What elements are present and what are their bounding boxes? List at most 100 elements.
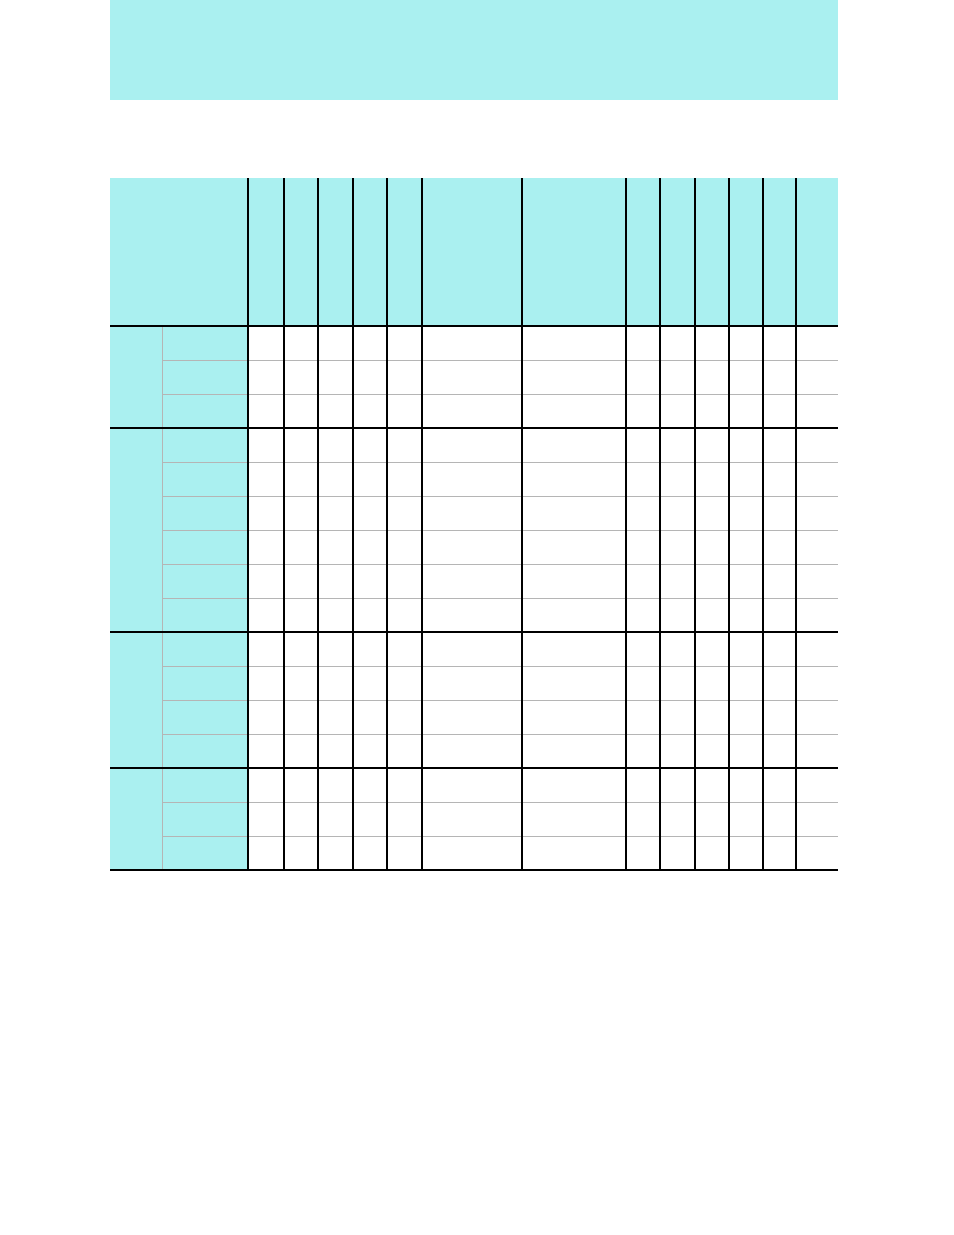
- table-cell: [626, 700, 661, 734]
- table-cell: [284, 530, 319, 564]
- table-cell: [248, 564, 284, 598]
- table-cell: [353, 768, 388, 802]
- table-row: [110, 734, 838, 768]
- table-cell: [522, 564, 626, 598]
- table-cell: [796, 734, 838, 768]
- table-cell: [162, 700, 248, 734]
- table-cell: [626, 530, 661, 564]
- table-cell: [796, 802, 838, 836]
- table-cell: [353, 360, 388, 394]
- table-header-cell: [284, 178, 319, 326]
- table-cell: [660, 496, 695, 530]
- table-cell: [626, 326, 661, 360]
- table-cell: [626, 462, 661, 496]
- table-cell: [387, 632, 422, 666]
- table-cell: [729, 530, 762, 564]
- table-cell: [284, 564, 319, 598]
- table-cell: [763, 632, 796, 666]
- table-cell: [729, 666, 762, 700]
- table-cell: [626, 496, 661, 530]
- table-cell: [626, 632, 661, 666]
- table-cell: [626, 802, 661, 836]
- table-cell: [695, 632, 730, 666]
- table-cell: [522, 360, 626, 394]
- table-row: [110, 700, 838, 734]
- table-header-cell: [626, 178, 661, 326]
- table-cell: [660, 530, 695, 564]
- table-cell: [522, 428, 626, 462]
- table-cell: [162, 802, 248, 836]
- table-cell: [318, 734, 353, 768]
- table-cell: [284, 428, 319, 462]
- table-cell: [763, 734, 796, 768]
- table-cell: [763, 700, 796, 734]
- table-cell: [660, 564, 695, 598]
- table-cell: [422, 564, 522, 598]
- table-cell: [353, 700, 388, 734]
- table-cell: [695, 530, 730, 564]
- table-cell: [522, 326, 626, 360]
- table-cell: [763, 394, 796, 428]
- table-cell: [318, 428, 353, 462]
- table-cell: [387, 666, 422, 700]
- table-cell: [248, 496, 284, 530]
- table-cell: [353, 428, 388, 462]
- table-cell: [387, 360, 422, 394]
- table-cell: [353, 530, 388, 564]
- table-cell: [353, 462, 388, 496]
- table-cell: [695, 496, 730, 530]
- table-cell: [110, 326, 162, 428]
- table-cell: [729, 632, 762, 666]
- table-cell: [110, 632, 162, 768]
- table-cell: [660, 428, 695, 462]
- table-row: [110, 768, 838, 802]
- table-cell: [248, 394, 284, 428]
- table-cell: [284, 802, 319, 836]
- table-cell: [763, 768, 796, 802]
- table-cell: [318, 530, 353, 564]
- table-cell: [248, 700, 284, 734]
- table-row: [110, 632, 838, 666]
- table-cell: [660, 768, 695, 802]
- table-cell: [353, 734, 388, 768]
- table-cell: [729, 734, 762, 768]
- table-cell: [353, 564, 388, 598]
- table-cell: [110, 428, 162, 632]
- table-cell: [695, 394, 730, 428]
- table-cell: [353, 836, 388, 870]
- table-header-cell: [387, 178, 422, 326]
- table-cell: [422, 394, 522, 428]
- table-cell: [522, 496, 626, 530]
- table-cell: [284, 768, 319, 802]
- table-cell: [660, 360, 695, 394]
- table-cell: [695, 666, 730, 700]
- table-cell: [248, 632, 284, 666]
- table-cell: [387, 734, 422, 768]
- table-cell: [796, 564, 838, 598]
- table-cell: [387, 598, 422, 632]
- table-cell: [162, 734, 248, 768]
- table-cell: [729, 462, 762, 496]
- table-cell: [387, 496, 422, 530]
- table-cell: [660, 326, 695, 360]
- table-cell: [626, 598, 661, 632]
- table-cell: [162, 632, 248, 666]
- table-row: [110, 836, 838, 870]
- table-cell: [318, 326, 353, 360]
- table-cell: [422, 734, 522, 768]
- table-header-cell: [660, 178, 695, 326]
- table-cell: [110, 768, 162, 870]
- table-cell: [763, 428, 796, 462]
- table-cell: [422, 700, 522, 734]
- table-cell: [248, 802, 284, 836]
- table-header-cell: [763, 178, 796, 326]
- table-row: [110, 564, 838, 598]
- table-cell: [763, 530, 796, 564]
- table-cell: [796, 530, 838, 564]
- table-cell: [422, 768, 522, 802]
- table-cell: [284, 496, 319, 530]
- table-row: [110, 802, 838, 836]
- table-cell: [796, 598, 838, 632]
- table-cell: [660, 598, 695, 632]
- table-cell: [522, 734, 626, 768]
